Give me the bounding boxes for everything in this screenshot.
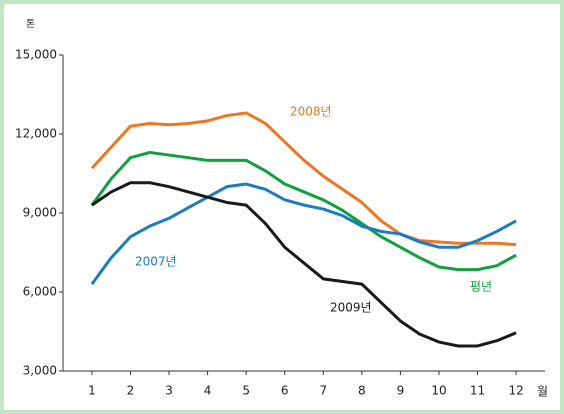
y-tick-label: 9,000 xyxy=(23,206,57,220)
x-tick-label: 1 xyxy=(88,384,96,398)
x-tick-label: 7 xyxy=(319,384,327,398)
y-tick-label: 6,000 xyxy=(23,285,57,299)
x-tick-label: 9 xyxy=(397,384,405,398)
x-unit: 월 xyxy=(537,385,548,399)
series-line xyxy=(90,182,517,285)
x-tick-label: 6 xyxy=(281,384,289,398)
x-tick-label: 5 xyxy=(242,384,250,398)
y-unit: 톤 xyxy=(26,18,35,30)
x-tick-label: 3 xyxy=(165,384,173,398)
series-line xyxy=(90,111,517,247)
x-tick-label: 12 xyxy=(508,384,523,398)
x-tick-label: 11 xyxy=(470,384,485,398)
y-tick-label: 12,000 xyxy=(15,127,57,141)
series-label: 평년 xyxy=(470,280,492,294)
y-tick-label: 3,000 xyxy=(23,364,57,378)
x-tick-label: 10 xyxy=(431,384,446,398)
series-label: 2007년 xyxy=(135,255,177,269)
y-tick-label: 15,000 xyxy=(15,48,57,62)
series-label: 2009년 xyxy=(330,301,372,315)
series-line xyxy=(91,181,517,348)
x-tick-label: 8 xyxy=(358,384,366,398)
x-tick-label: 4 xyxy=(204,384,212,398)
x-tick-label: 2 xyxy=(127,384,135,398)
series-label: 2008년 xyxy=(290,105,332,119)
series-line xyxy=(90,150,517,272)
